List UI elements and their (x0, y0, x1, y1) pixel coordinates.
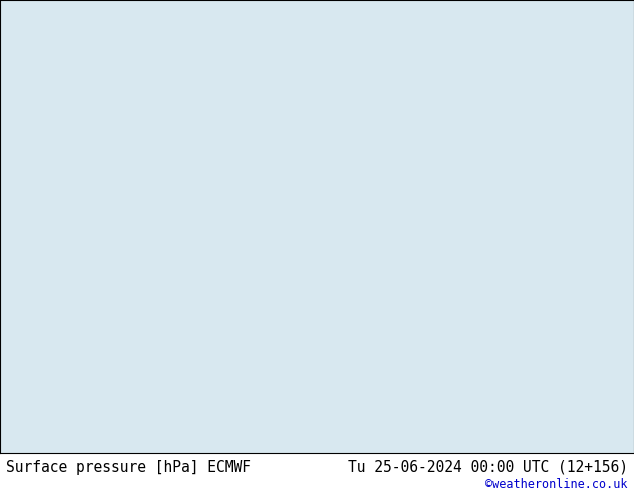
Text: Tu 25-06-2024 00:00 UTC (12+156): Tu 25-06-2024 00:00 UTC (12+156) (347, 460, 628, 475)
Text: ©weatheronline.co.uk: ©weatheronline.co.uk (485, 478, 628, 490)
Text: Surface pressure [hPa] ECMWF: Surface pressure [hPa] ECMWF (6, 460, 251, 475)
